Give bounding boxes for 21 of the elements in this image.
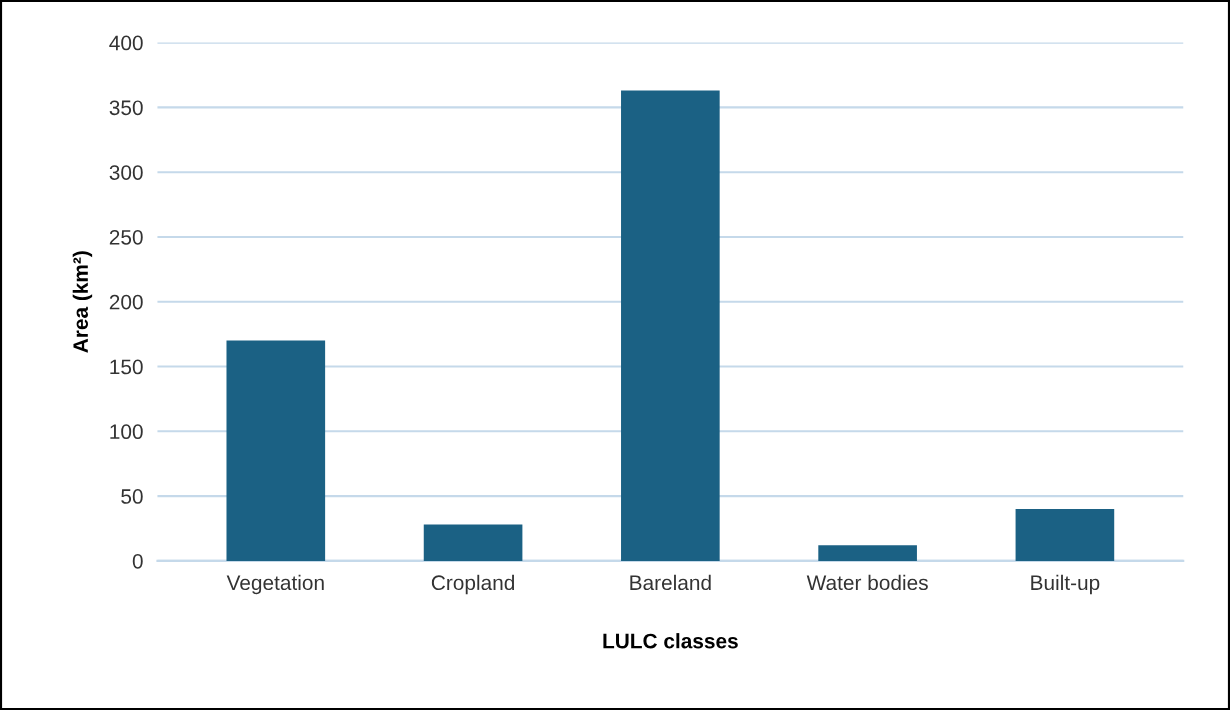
y-tick-label: 0 [132,553,143,569]
y-tick-label: 350 [109,100,143,116]
y-tick-label: 250 [109,229,143,245]
x-tick-label: Built-up [1031,574,1100,595]
bar [621,90,720,561]
x-tick-label: Vegetation [226,574,324,595]
y-tick-label: 200 [109,294,143,310]
bar [226,340,326,561]
y-tick-label: 50 [121,489,143,504]
bar [1015,509,1115,561]
x-axis-title: LULC classes [603,633,738,649]
y-tick-label: 150 [110,359,143,375]
x-tick-label: Cropland [431,574,515,595]
x-tick-label: Bareland [630,574,711,591]
y-tick-label: 400 [109,35,143,51]
x-tick-label: Water bodies [806,574,928,591]
y-tick-label: 300 [109,165,143,180]
y-axis-title: Area (km²) [72,251,93,353]
y-tick-label: 100 [110,424,143,440]
bar [818,545,917,561]
bar [423,524,523,561]
